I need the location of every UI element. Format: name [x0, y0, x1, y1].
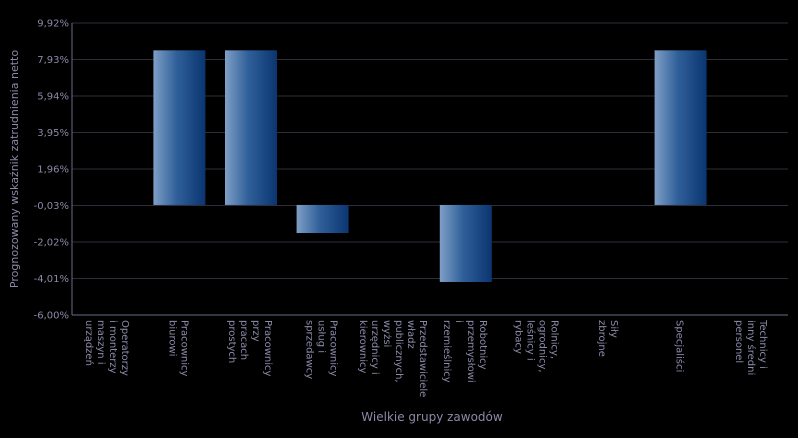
x-tick-label: Rolnicy,ogrodnicy,leśnicy irybacy: [512, 320, 559, 373]
x-axis-title: Wielkie grupy zawodów: [361, 410, 503, 424]
x-tick-label: Pracownicyusług isprzedawcy: [304, 320, 339, 379]
x-tick-label: Technicy iinny średnipersonel: [733, 319, 768, 375]
y-tick-label: 3,95%: [37, 128, 69, 139]
bar: [153, 50, 206, 205]
y-tick-label: 7,93%: [37, 55, 69, 66]
x-tick-label: Pracownicybiurowi: [166, 320, 189, 377]
y-tick-label: -2,02%: [34, 238, 69, 249]
y-tick-label: 1,96%: [37, 165, 69, 176]
bar: [439, 204, 492, 282]
x-tick-label: Operatorzyi monterzymaszyn iurządzeń: [83, 320, 130, 376]
x-tick-label: Pracownicyprzypracachprostych: [226, 320, 273, 377]
y-tick-label: -6,00%: [34, 311, 69, 322]
y-axis-title: Prognozowany wskaźnik zatrudnienia netto: [8, 50, 21, 288]
x-tick-label: Specjaliści: [674, 320, 686, 372]
x-tick-label: Przedstawicielewładzpublicznych,wyżsiurz…: [357, 320, 428, 397]
bar: [654, 50, 707, 205]
y-tick-label: 5,94%: [37, 92, 69, 103]
y-tick-label: -0,03%: [34, 201, 69, 212]
y-tick-label: 9,92%: [37, 19, 69, 30]
y-tick-label: -4,01%: [34, 274, 69, 285]
bar: [296, 204, 349, 234]
x-tick-label: Robotnicyprzemysłowiirzemieślnicy: [441, 320, 488, 383]
x-tick-label: Siłyzbrojne: [596, 320, 619, 357]
bar: [225, 50, 277, 205]
